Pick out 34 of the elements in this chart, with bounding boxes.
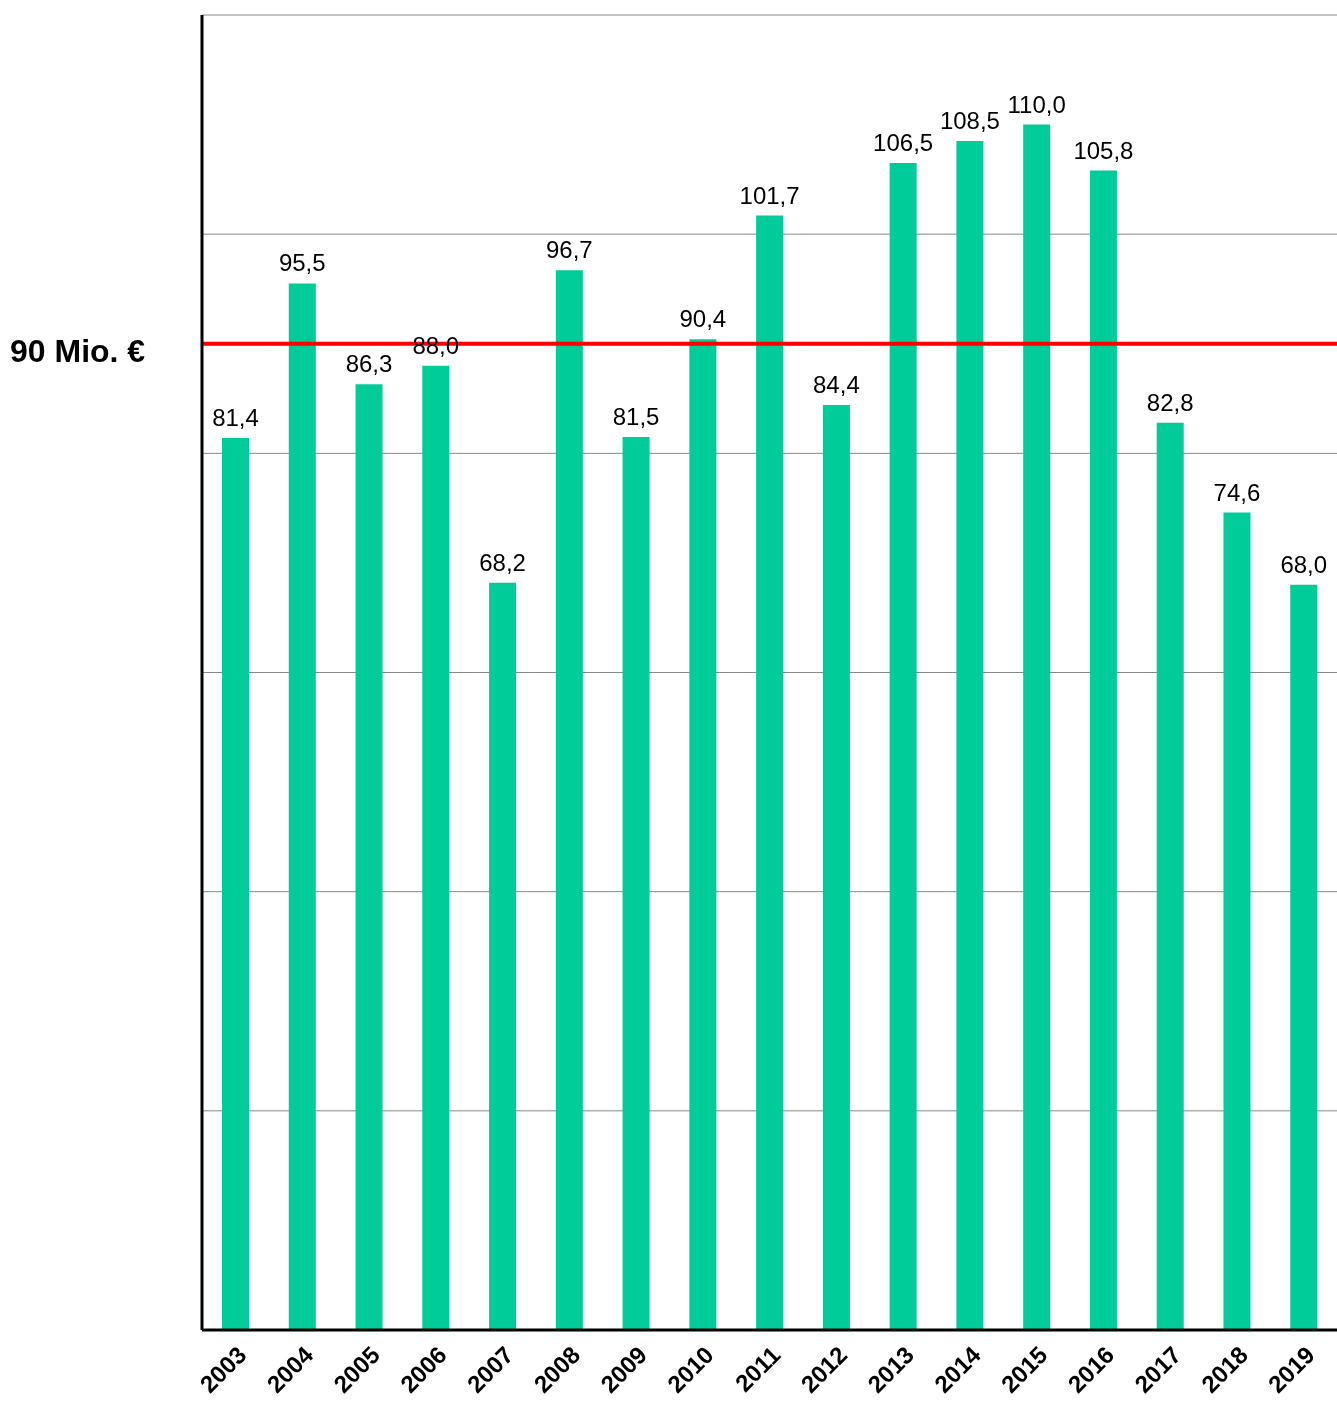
bar — [889, 162, 917, 1330]
bar — [756, 215, 784, 1330]
data-label: 84,4 — [813, 371, 860, 399]
data-label: 74,6 — [1213, 478, 1261, 506]
data-label: 108,5 — [939, 107, 1000, 135]
data-label: 110,0 — [1007, 90, 1066, 118]
bar — [555, 270, 583, 1330]
bar — [222, 437, 249, 1330]
bar — [1089, 170, 1117, 1330]
data-label: 68,0 — [1280, 550, 1328, 578]
ref-line-label: 90 Mio. € — [10, 333, 146, 370]
data-label: 101,7 — [739, 181, 800, 209]
bar — [1223, 512, 1251, 1330]
data-label: 90,4 — [679, 305, 727, 333]
data-label: 81,4 — [212, 403, 259, 431]
bar — [288, 283, 316, 1330]
bar — [489, 582, 517, 1330]
bar — [622, 436, 650, 1330]
data-label: 81,5 — [612, 402, 660, 430]
data-label: 106,5 — [873, 128, 934, 156]
data-label: 95,5 — [278, 249, 326, 277]
bar — [689, 339, 717, 1330]
bar — [1156, 422, 1184, 1330]
bar — [822, 405, 850, 1330]
data-label: 68,2 — [479, 548, 526, 576]
bar — [1290, 584, 1318, 1330]
data-label: 82,8 — [1146, 388, 1194, 416]
bar — [1023, 124, 1051, 1330]
data-label: 96,7 — [545, 236, 593, 264]
bar — [422, 365, 450, 1330]
bar — [956, 141, 984, 1330]
data-label: 86,3 — [345, 350, 393, 378]
data-label: 105,8 — [1073, 136, 1134, 164]
bar — [355, 384, 383, 1330]
